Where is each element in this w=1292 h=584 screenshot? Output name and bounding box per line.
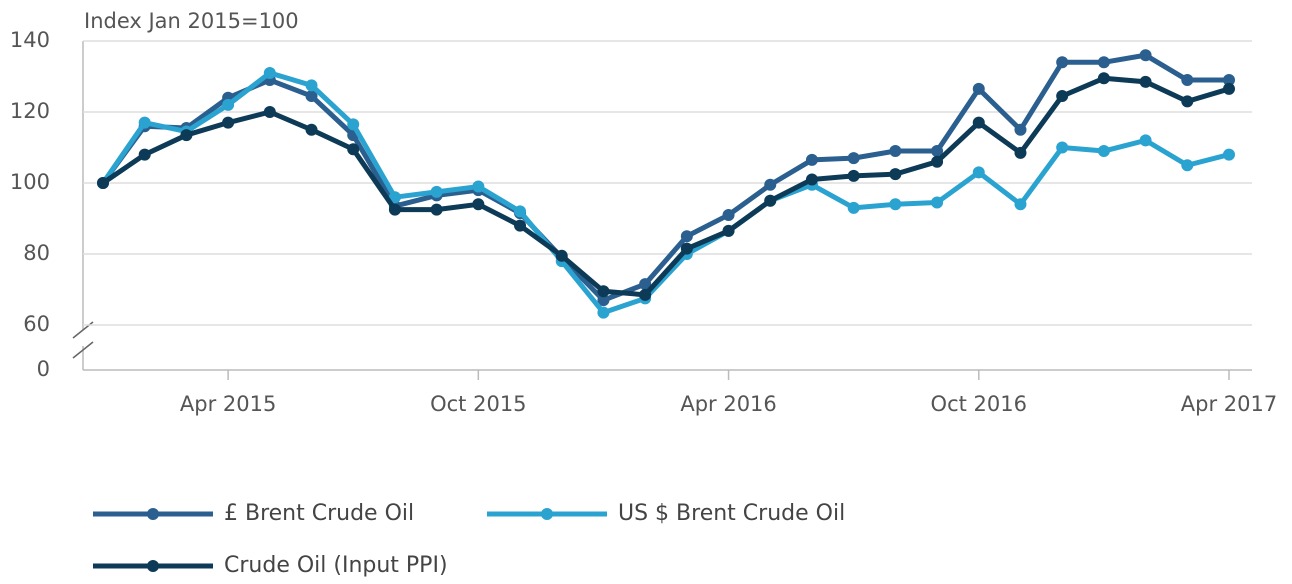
data-point	[1181, 95, 1194, 108]
data-point	[972, 82, 985, 95]
data-point	[347, 143, 360, 156]
data-point	[889, 168, 902, 181]
data-point	[847, 201, 860, 214]
data-point	[931, 196, 944, 209]
data-point	[597, 294, 610, 307]
data-point	[805, 153, 818, 166]
data-point	[764, 178, 777, 191]
data-point	[472, 198, 485, 211]
data-point	[1097, 72, 1110, 85]
data-point	[1056, 56, 1069, 69]
data-point	[555, 249, 568, 262]
data-point	[1223, 82, 1235, 95]
data-point	[972, 166, 985, 179]
data-point	[1014, 198, 1027, 211]
data-point	[680, 242, 693, 255]
data-point	[931, 155, 944, 168]
data-point	[889, 145, 902, 158]
legend-label: US $ Brent Crude Oil	[618, 501, 845, 526]
data-point	[138, 116, 151, 129]
data-point	[1223, 74, 1235, 87]
data-point	[305, 79, 318, 92]
series-line	[101, 75, 1230, 298]
series-line	[100, 52, 1229, 303]
series-line	[100, 70, 1230, 316]
x-tick-label: Apr 2016	[680, 392, 776, 416]
data-point	[388, 203, 401, 216]
data-point	[1014, 123, 1027, 136]
data-point	[722, 208, 735, 221]
data-point	[931, 145, 944, 158]
data-point	[1097, 56, 1110, 69]
data-point	[1139, 75, 1152, 88]
data-point	[514, 205, 527, 218]
x-tick-label: Apr 2017	[1181, 392, 1277, 416]
legend-swatch-dot	[147, 560, 159, 572]
data-point	[222, 116, 235, 129]
data-point	[97, 177, 109, 189]
data-point	[388, 191, 401, 204]
x-tick-label: Oct 2015	[430, 392, 526, 416]
data-point	[597, 285, 610, 298]
data-point	[1056, 90, 1069, 103]
data-point	[639, 288, 652, 301]
data-point	[180, 129, 193, 142]
data-point	[1139, 49, 1152, 62]
data-point	[805, 173, 818, 186]
y-tick-label: 100	[10, 170, 50, 194]
data-point	[514, 219, 527, 232]
data-point	[597, 306, 610, 319]
data-point	[1014, 146, 1027, 159]
y-tick-label: 0	[37, 357, 50, 381]
data-point	[1139, 134, 1152, 147]
data-point	[430, 203, 443, 216]
data-point	[847, 152, 860, 165]
data-point	[222, 98, 235, 111]
data-point	[680, 230, 693, 243]
legend-swatch-dot	[541, 508, 553, 520]
x-tick-label: Apr 2015	[180, 392, 276, 416]
y-axis	[72, 41, 94, 370]
x-tick-label: Oct 2016	[931, 392, 1027, 416]
axis-title: Index Jan 2015=100	[84, 9, 299, 33]
data-point	[347, 118, 360, 131]
y-tick-label: 80	[23, 241, 50, 265]
data-point	[722, 224, 735, 237]
data-point	[138, 148, 151, 161]
data-point	[430, 185, 443, 198]
legend-label: £ Brent Crude Oil	[224, 501, 414, 526]
data-point	[1181, 159, 1194, 172]
y-tick-label: 60	[23, 312, 50, 336]
data-point	[305, 90, 318, 103]
data-point	[1223, 148, 1235, 161]
y-tick-label: 120	[10, 99, 50, 123]
legend-swatch-dot	[147, 508, 159, 520]
data-point	[1056, 141, 1069, 154]
data-point	[305, 123, 318, 136]
y-tick-label: 140	[10, 28, 50, 52]
data-point	[639, 278, 652, 291]
data-point	[263, 106, 276, 118]
data-point	[263, 66, 276, 79]
data-point	[1097, 145, 1110, 158]
data-point	[889, 198, 902, 211]
axis-break	[72, 341, 94, 359]
data-point	[1181, 74, 1194, 87]
data-point	[972, 116, 985, 129]
data-point	[472, 180, 485, 193]
data-point	[847, 169, 860, 182]
legend-label: Crude Oil (Input PPI)	[224, 553, 448, 578]
data-point	[764, 194, 777, 207]
